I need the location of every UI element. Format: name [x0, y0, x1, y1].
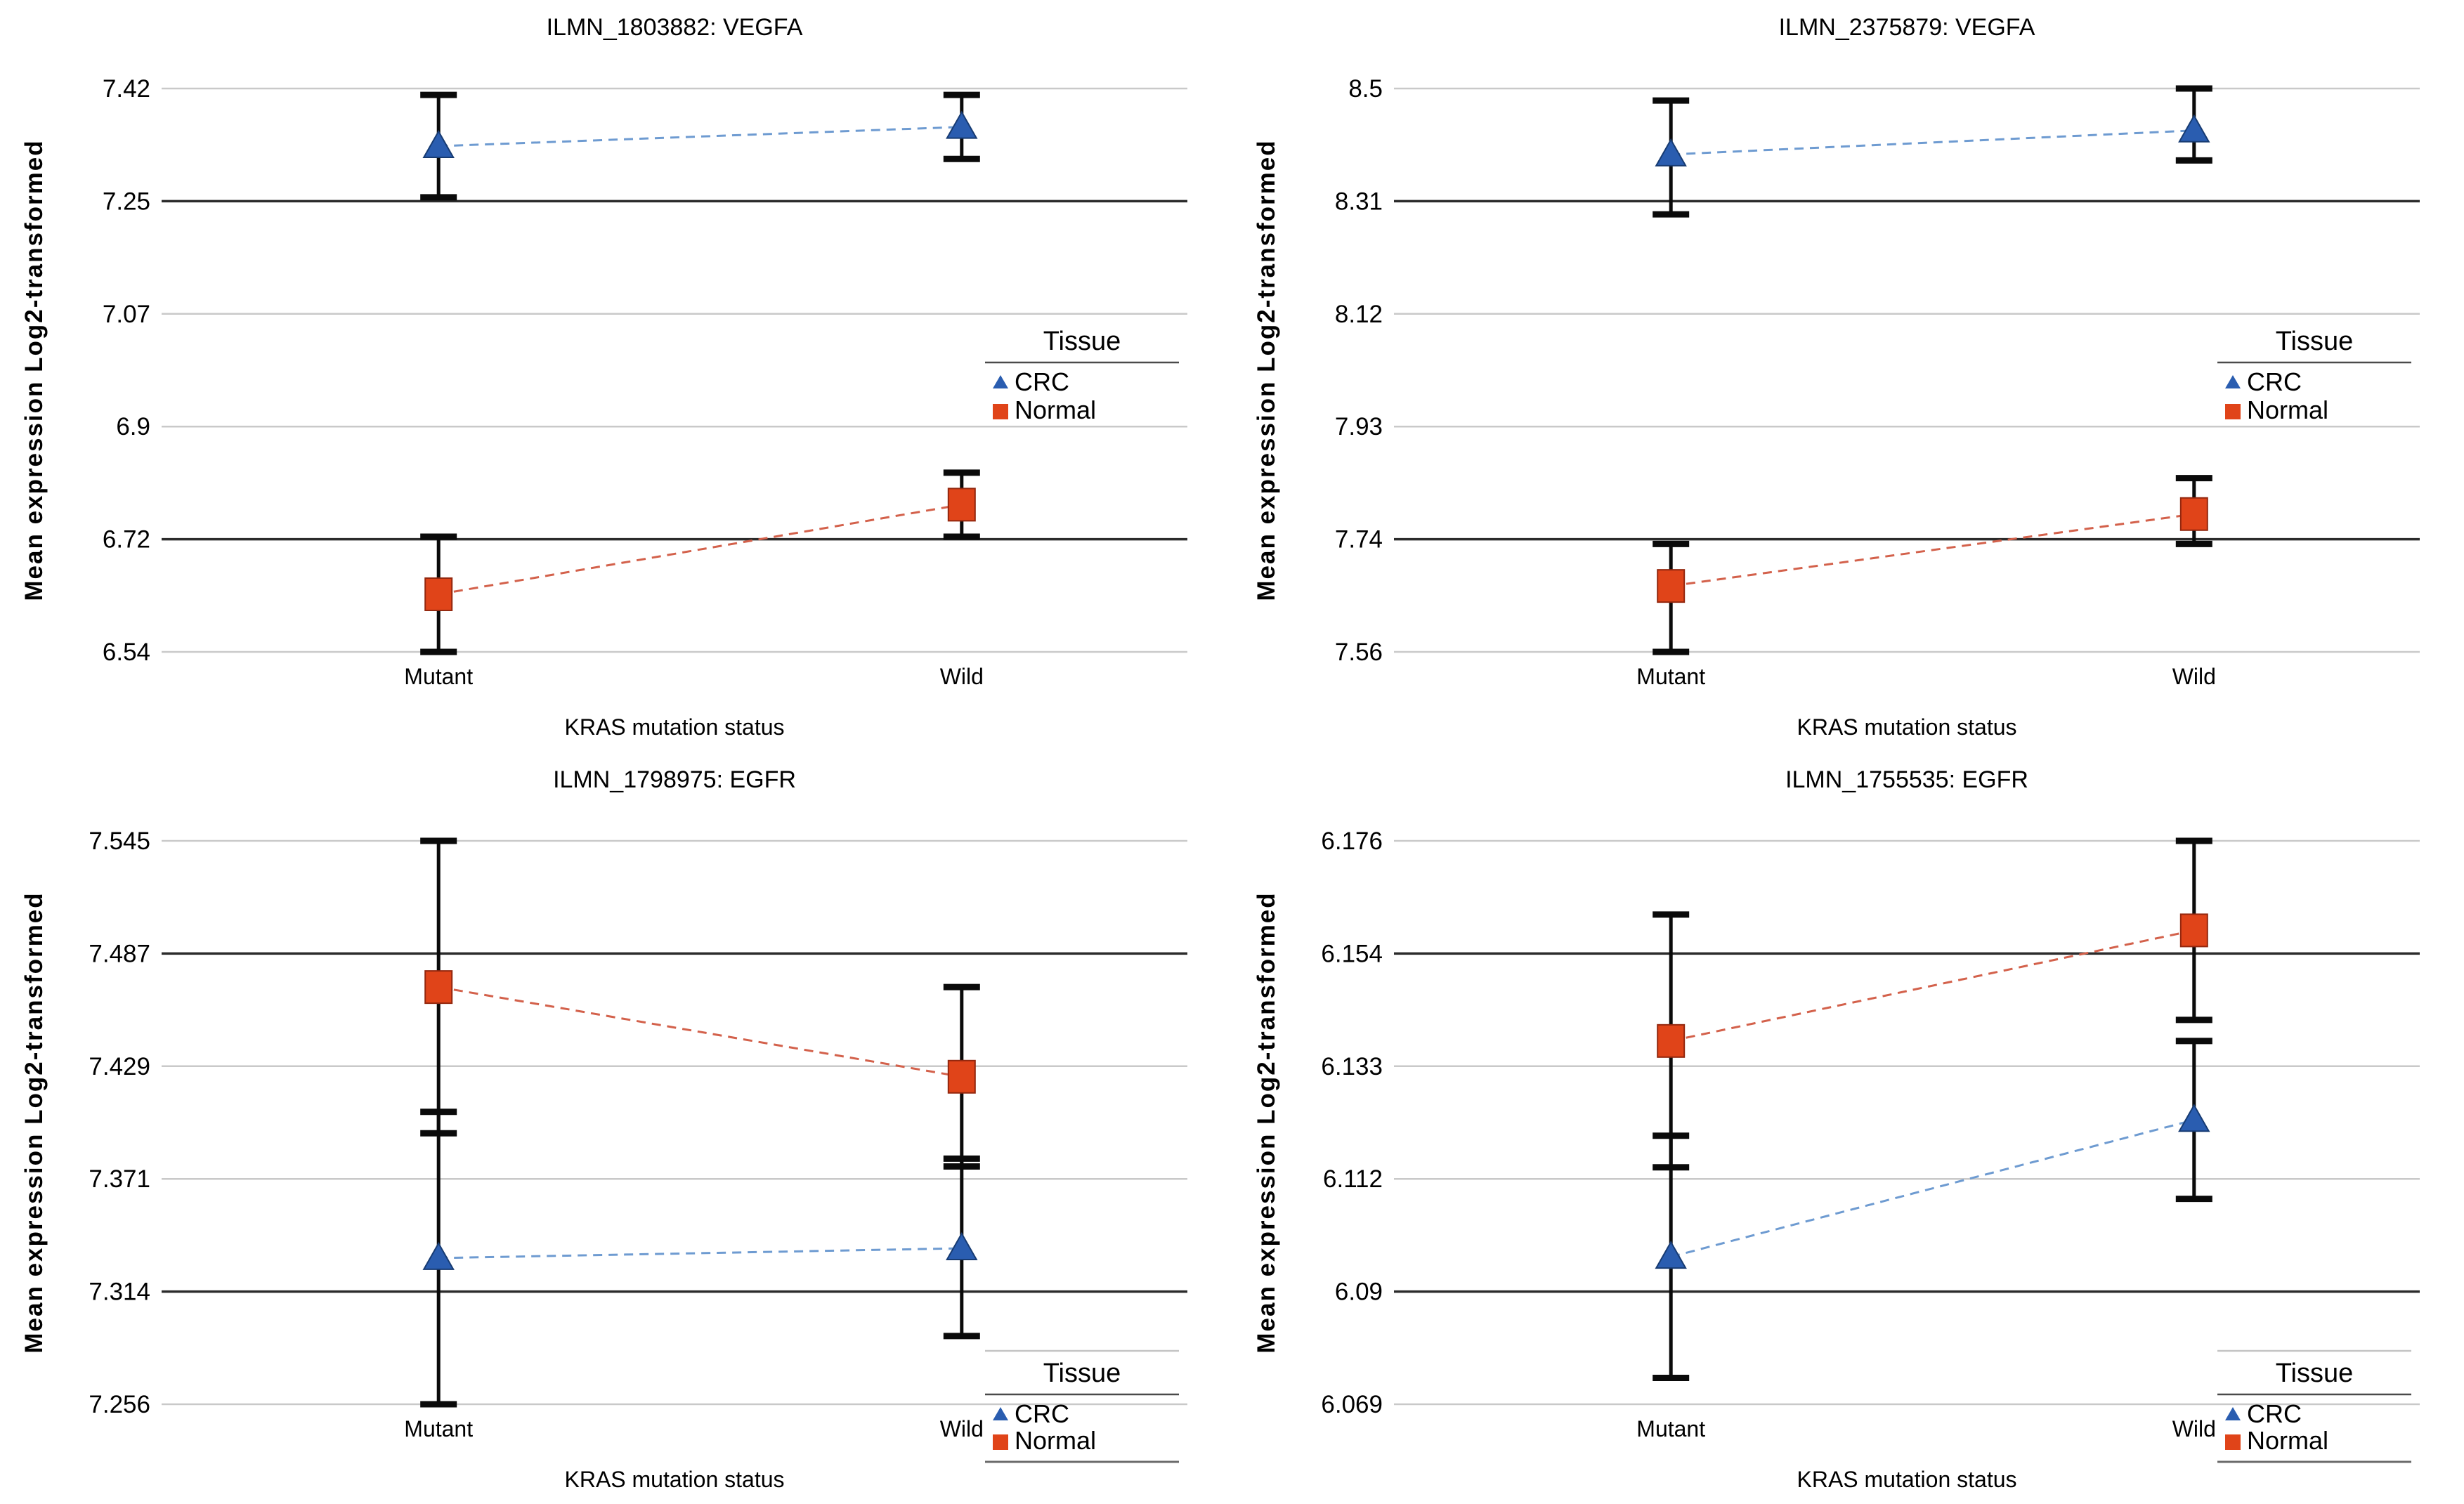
- panel-title: ILMN_2375879: VEGFA: [1778, 14, 2035, 41]
- normal-square-marker: [947, 488, 976, 522]
- y-tick-label: 6.112: [1323, 1165, 1383, 1193]
- chart-panel-ILMN_1798975: 7.545 7.487 7.429 7.371 7.314 7.256 ILMN_17989…: [20, 766, 1187, 1492]
- y-tick-label: 6.09: [1334, 1278, 1382, 1305]
- chart-panel-ILMN_1803882: 7.42 7.25 7.07 6.9 6.72 6.54 ILMN_1803882: VEG…: [20, 14, 1187, 740]
- y-tick-label: 7.25: [103, 188, 150, 215]
- y-tick-label: 6.176: [1321, 828, 1383, 855]
- legend-title: Tissue: [1043, 327, 1121, 356]
- panel-title: ILMN_1803882: VEGFA: [547, 14, 803, 41]
- legend-crc-triangle-icon: [993, 1406, 1008, 1420]
- legend-item-crc: CRC: [1015, 1399, 1069, 1428]
- chart-panel-ILMN_2375879: 8.5 8.31 8.12 7.93 7.74 7.56 ILMN_2375879: VEG…: [1253, 14, 2420, 740]
- crc-triangle-marker: [2177, 114, 2210, 143]
- legend-normal-square-icon: [993, 1434, 1008, 1450]
- y-tick-label: 8.31: [1334, 188, 1382, 215]
- normal-square-marker: [1656, 1024, 1685, 1058]
- crc-triangle-marker: [946, 110, 978, 139]
- y-tick-label: 8.12: [1334, 301, 1382, 328]
- legend-title: Tissue: [2275, 1359, 2353, 1388]
- y-tick-label: 7.429: [89, 1052, 150, 1080]
- y-tick-label: 6.54: [103, 639, 150, 666]
- normal-series-line: [438, 503, 963, 596]
- crc-triangle-marker: [1654, 138, 1687, 166]
- y-axis-title: Mean expression Log2-transformed: [1253, 139, 1280, 601]
- y-axis-title: Mean expression Log2-transformed: [20, 891, 48, 1353]
- legend-title: Tissue: [1043, 1359, 1121, 1388]
- x-category-label: Mutant: [404, 1416, 473, 1441]
- x-category-label: Wild: [940, 664, 984, 689]
- legend-item-crc: CRC: [2247, 367, 2302, 396]
- legend-normal-square-icon: [2224, 1434, 2241, 1450]
- crc-series-line: [438, 126, 962, 148]
- y-axis-title: Mean expression Log2-transformed: [20, 139, 48, 601]
- y-tick-label: 7.487: [89, 940, 150, 967]
- normal-square-marker: [424, 577, 453, 611]
- legend-normal-square-icon: [2224, 404, 2241, 419]
- y-tick-label: 7.256: [89, 1391, 150, 1418]
- normal-square-marker: [947, 1059, 976, 1094]
- y-tick-label: 7.42: [103, 75, 150, 103]
- y-tick-label: 6.154: [1321, 940, 1383, 967]
- y-tick-label: 7.56: [1334, 639, 1382, 666]
- y-tick-label: 7.07: [103, 301, 150, 328]
- normal-series-line: [1670, 513, 2194, 587]
- y-tick-label: 6.9: [116, 413, 150, 440]
- x-category-label: Wild: [2172, 664, 2215, 689]
- chart-panel-ILMN_1755535: 6.176 6.154 6.133 6.112 6.09 6.069 ILMN_175553…: [1253, 766, 2420, 1492]
- panel-title: ILMN_1798975: EGFR: [553, 766, 796, 793]
- crc-series-line: [438, 1246, 962, 1259]
- y-tick-label: 7.93: [1334, 413, 1382, 440]
- legend-item-crc: CRC: [2247, 1399, 2302, 1428]
- x-category-label: Mutant: [404, 664, 473, 689]
- x-axis-title: KRAS mutation status: [564, 714, 784, 740]
- x-axis-title: KRAS mutation status: [564, 1467, 784, 1492]
- crc-series-line: [1670, 129, 2194, 156]
- crc-triangle-marker: [422, 129, 455, 159]
- y-axis-title: Mean expression Log2-transformed: [1253, 891, 1280, 1353]
- legend-crc-triangle-icon: [2224, 375, 2241, 388]
- legend-item-normal: Normal: [1015, 395, 1096, 424]
- normal-square-marker: [2179, 497, 2208, 531]
- x-axis-title: KRAS mutation status: [1797, 714, 2016, 740]
- legend-crc-triangle-icon: [2224, 1406, 2241, 1420]
- legend-item-normal: Normal: [1015, 1426, 1096, 1455]
- crc-triangle-marker: [1654, 1240, 1687, 1269]
- normal-series-line: [1670, 929, 2194, 1042]
- y-tick-label: 6.133: [1321, 1052, 1383, 1080]
- normal-square-marker: [1656, 569, 1685, 603]
- legend-normal-square-icon: [993, 404, 1008, 419]
- y-tick-label: 7.545: [89, 828, 150, 855]
- crc-triangle-marker: [2177, 1103, 2210, 1132]
- legend-item-normal: Normal: [2247, 1426, 2328, 1455]
- x-category-label: Wild: [940, 1416, 984, 1441]
- crc-triangle-marker: [422, 1241, 455, 1270]
- normal-square-marker: [2179, 913, 2208, 947]
- normal-series-line: [438, 986, 963, 1078]
- y-tick-label: 8.5: [1348, 75, 1383, 103]
- y-tick-label: 6.72: [103, 526, 150, 554]
- y-tick-label: 6.069: [1321, 1391, 1383, 1418]
- panel-title: ILMN_1755535: EGFR: [1785, 766, 2028, 793]
- legend-item-crc: CRC: [1015, 367, 1069, 396]
- legend-crc-triangle-icon: [993, 375, 1008, 388]
- legend-item-normal: Normal: [2247, 395, 2328, 424]
- y-tick-label: 7.314: [89, 1278, 150, 1305]
- y-tick-label: 7.371: [89, 1165, 150, 1193]
- x-axis-title: KRAS mutation status: [1797, 1467, 2016, 1492]
- crc-series-line: [1670, 1118, 2194, 1258]
- x-category-label: Wild: [2172, 1416, 2215, 1441]
- crc-triangle-marker: [946, 1231, 978, 1260]
- y-tick-label: 7.74: [1334, 526, 1382, 554]
- x-category-label: Mutant: [1636, 1416, 1705, 1441]
- x-category-label: Mutant: [1636, 664, 1705, 689]
- normal-square-marker: [424, 969, 453, 1004]
- legend-title: Tissue: [2275, 327, 2353, 356]
